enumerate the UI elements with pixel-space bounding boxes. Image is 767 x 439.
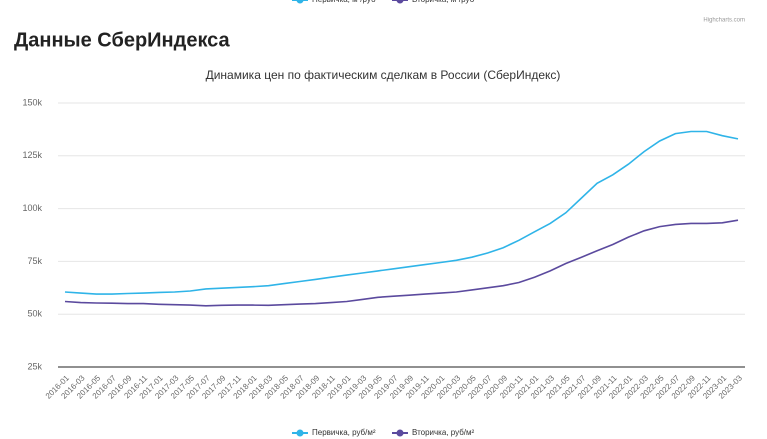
chart-title: Динамика цен по фактическим сделкам в Ро… xyxy=(206,68,561,82)
y-tick-label: 125k xyxy=(22,150,42,160)
legend-label: Вторичка, руб/м² xyxy=(412,428,475,437)
legend-symbol-dot xyxy=(396,0,404,4)
legend-symbol-dot xyxy=(296,429,304,437)
legend-symbol-dot xyxy=(396,429,404,437)
legend-label: Первичка, м²/руб xyxy=(312,0,376,4)
series-line xyxy=(64,130,739,295)
y-tick-label: 50k xyxy=(27,309,42,319)
legend-symbol-dot xyxy=(296,0,304,4)
page-title: Данные СберИндекса xyxy=(14,29,231,51)
top-legend-item: Вторичка, м²/руб xyxy=(392,0,475,4)
series-line xyxy=(64,219,739,307)
legend-label: Первичка, руб/м² xyxy=(312,428,376,437)
top-legend-item: Первичка, м²/руб xyxy=(292,0,376,4)
y-tick-label: 100k xyxy=(22,203,42,213)
y-tick-label: 75k xyxy=(27,256,42,266)
y-tick-label: 25k xyxy=(27,361,42,371)
credits[interactable]: Highcharts.com xyxy=(703,18,745,24)
y-tick-label: 150k xyxy=(22,97,42,107)
legend-item[interactable]: Вторичка, руб/м² xyxy=(392,428,475,437)
legend-item[interactable]: Первичка, руб/м² xyxy=(292,428,376,437)
legend-label: Вторичка, м²/руб xyxy=(412,0,475,4)
